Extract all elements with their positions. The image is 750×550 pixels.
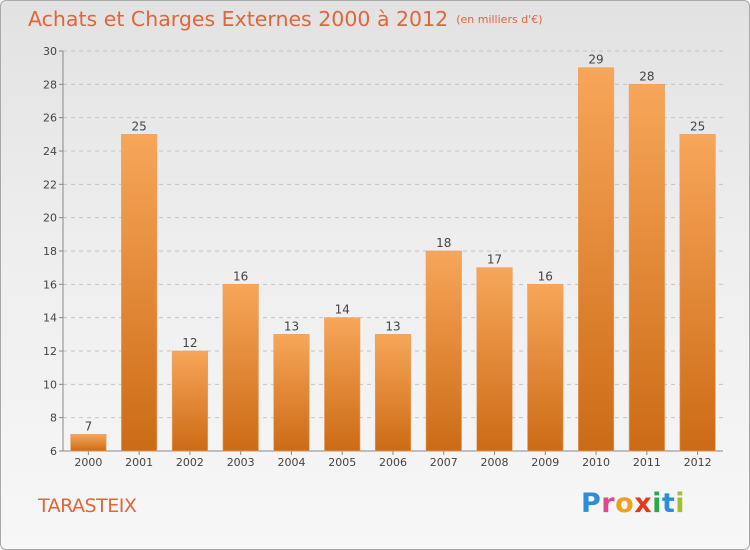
x-tick-label: 2008 bbox=[481, 456, 509, 469]
x-tick-label: 2010 bbox=[582, 456, 610, 469]
bar-2002 bbox=[171, 350, 208, 452]
y-tick-label: 16 bbox=[43, 278, 57, 291]
data-label: 25 bbox=[132, 119, 147, 133]
bar-2012 bbox=[679, 134, 716, 452]
logo-letter: t bbox=[661, 488, 676, 519]
data-label: 16 bbox=[233, 269, 248, 283]
data-label: 28 bbox=[639, 69, 654, 83]
x-tick-label: 2001 bbox=[125, 456, 153, 469]
logo-letter: i bbox=[652, 488, 662, 519]
y-tick-label: 24 bbox=[43, 145, 57, 158]
x-tick-label: 2000 bbox=[74, 456, 102, 469]
data-label: 7 bbox=[85, 419, 93, 433]
y-tick-label: 28 bbox=[43, 78, 57, 91]
commune-name: TARASTEIX bbox=[38, 495, 137, 517]
data-label: 29 bbox=[588, 53, 603, 67]
bar-2005 bbox=[324, 317, 361, 452]
bar-2006 bbox=[374, 334, 412, 452]
x-tick-label: 2012 bbox=[684, 456, 712, 469]
logo-letter: r bbox=[601, 488, 616, 519]
x-tick-label: 2009 bbox=[531, 456, 559, 469]
y-tick-label: 6 bbox=[50, 445, 57, 458]
bar-2009 bbox=[527, 284, 564, 452]
data-label: 25 bbox=[690, 119, 705, 133]
x-tick-label: 2003 bbox=[227, 456, 255, 469]
chart-title: Achats et Charges Externes 2000 à 2012 (e… bbox=[28, 7, 542, 31]
y-tick-label: 8 bbox=[50, 412, 57, 425]
chart-title-text: Achats et Charges Externes 2000 à 2012 bbox=[28, 7, 449, 31]
data-label: 17 bbox=[487, 253, 502, 267]
data-label: 13 bbox=[284, 319, 299, 333]
bar-2001 bbox=[121, 134, 158, 452]
logo-letter: P bbox=[581, 488, 602, 519]
bar-2008 bbox=[476, 267, 513, 452]
chart-subtitle: (en milliers d'€) bbox=[456, 13, 543, 26]
bar-2007 bbox=[425, 250, 462, 452]
x-tick-label: 2006 bbox=[379, 456, 407, 469]
bar-2010 bbox=[578, 67, 615, 452]
x-tick-label: 2007 bbox=[430, 456, 458, 469]
data-label: 18 bbox=[436, 236, 451, 250]
y-tick-label: 26 bbox=[43, 112, 57, 125]
data-label: 12 bbox=[182, 336, 197, 350]
x-tick-label: 2004 bbox=[277, 456, 305, 469]
y-tick-label: 22 bbox=[43, 178, 57, 191]
y-tick-label: 18 bbox=[43, 245, 57, 258]
y-tick-label: 20 bbox=[43, 212, 57, 225]
x-tick-label: 2005 bbox=[328, 456, 356, 469]
data-label: 16 bbox=[538, 269, 553, 283]
bar-2000 bbox=[70, 434, 107, 452]
bar-2004 bbox=[273, 334, 310, 452]
bar-2011 bbox=[628, 84, 665, 452]
bars bbox=[70, 67, 716, 452]
logo-letter: i bbox=[675, 488, 686, 519]
y-tick-label: 10 bbox=[43, 378, 57, 391]
proxiti-logo: Proxiti bbox=[581, 488, 685, 519]
y-tick-label: 30 bbox=[43, 45, 57, 58]
x-tick-label: 2002 bbox=[176, 456, 204, 469]
bar-2003 bbox=[222, 284, 259, 452]
y-tick-label: 14 bbox=[43, 312, 57, 325]
data-label: 13 bbox=[385, 319, 400, 333]
data-label: 14 bbox=[335, 303, 350, 317]
logo-letter: o bbox=[615, 488, 635, 519]
labels: 6 8 10 12 14 16 18 20 22 24 26 28 30 2000 7 2001 25 2002 1… bbox=[43, 45, 712, 469]
y-tick-label: 12 bbox=[43, 345, 57, 358]
logo-letter: x bbox=[634, 488, 653, 519]
x-tick-label: 2011 bbox=[633, 456, 661, 469]
